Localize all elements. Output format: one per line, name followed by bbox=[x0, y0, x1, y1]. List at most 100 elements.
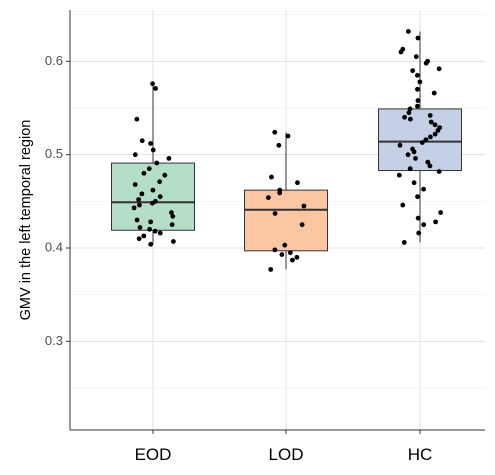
data-point bbox=[169, 222, 175, 228]
data-point bbox=[162, 172, 168, 178]
data-point bbox=[137, 225, 143, 230]
data-point bbox=[411, 180, 417, 186]
data-point bbox=[141, 233, 147, 239]
data-point bbox=[150, 81, 155, 87]
y-ticks: 0.3 0.4 0.5 0.6 bbox=[45, 53, 70, 348]
data-point bbox=[268, 267, 274, 272]
data-point bbox=[421, 222, 427, 228]
data-point bbox=[428, 119, 434, 125]
data-point bbox=[427, 163, 433, 169]
data-point bbox=[295, 180, 300, 186]
y-tick-label: 0.6 bbox=[45, 53, 63, 68]
data-point bbox=[294, 254, 300, 260]
data-point bbox=[147, 226, 153, 232]
data-point bbox=[423, 137, 429, 143]
data-point bbox=[272, 211, 278, 216]
data-point bbox=[136, 236, 142, 242]
data-point bbox=[301, 203, 307, 209]
data-point bbox=[170, 213, 176, 219]
data-point bbox=[433, 219, 439, 225]
data-point bbox=[265, 195, 271, 201]
data-point bbox=[436, 169, 442, 174]
data-point bbox=[299, 222, 305, 228]
data-point bbox=[406, 29, 411, 34]
data-point bbox=[290, 257, 295, 263]
data-point bbox=[148, 219, 154, 225]
box-hc bbox=[378, 108, 462, 172]
data-point bbox=[432, 131, 438, 137]
x-tick-label: EOD bbox=[135, 445, 172, 464]
y-axis-label: GMV in the left temporal region bbox=[18, 120, 34, 321]
data-point bbox=[436, 66, 442, 72]
data-point bbox=[401, 240, 407, 245]
data-point bbox=[415, 103, 420, 109]
data-point bbox=[407, 116, 413, 122]
data-point bbox=[402, 114, 407, 120]
data-point bbox=[427, 113, 433, 118]
box-eod bbox=[111, 162, 195, 231]
data-point bbox=[277, 190, 283, 196]
data-point bbox=[154, 160, 160, 166]
data-point bbox=[400, 202, 406, 208]
data-point bbox=[139, 138, 145, 144]
x-tick-label: LOD bbox=[269, 445, 304, 464]
data-point bbox=[282, 242, 288, 248]
data-point bbox=[166, 156, 172, 161]
data-point bbox=[272, 247, 278, 253]
data-point bbox=[279, 252, 285, 257]
data-point bbox=[157, 230, 163, 236]
data-point bbox=[415, 86, 420, 92]
data-point bbox=[407, 106, 413, 112]
data-point bbox=[272, 129, 278, 135]
jitter-points bbox=[131, 29, 444, 272]
data-point bbox=[287, 250, 293, 256]
data-point bbox=[415, 194, 420, 200]
y-tick-label: 0.3 bbox=[45, 333, 63, 348]
data-point bbox=[425, 159, 431, 165]
data-point bbox=[415, 35, 421, 41]
data-point bbox=[427, 134, 433, 140]
data-point bbox=[411, 149, 417, 155]
data-point bbox=[131, 205, 137, 211]
data-point bbox=[157, 194, 163, 200]
data-point bbox=[132, 182, 138, 187]
boxes bbox=[111, 31, 462, 270]
data-point bbox=[148, 241, 154, 247]
data-point bbox=[398, 49, 404, 55]
data-point bbox=[146, 166, 152, 172]
data-point bbox=[415, 72, 420, 78]
data-point bbox=[150, 200, 155, 206]
data-point bbox=[438, 210, 444, 215]
data-point bbox=[423, 60, 429, 66]
data-point bbox=[137, 202, 142, 208]
data-point bbox=[413, 54, 419, 60]
data-point bbox=[397, 142, 403, 148]
data-point bbox=[269, 174, 274, 180]
data-point bbox=[148, 141, 154, 146]
x-tick-label: HC bbox=[408, 445, 433, 464]
data-point bbox=[421, 186, 427, 192]
y-tick-label: 0.4 bbox=[45, 239, 63, 254]
data-point bbox=[276, 142, 282, 148]
data-point bbox=[170, 239, 176, 244]
data-point bbox=[153, 86, 158, 91]
data-point bbox=[169, 210, 174, 215]
data-point bbox=[419, 140, 425, 145]
data-point bbox=[407, 166, 413, 172]
data-point bbox=[150, 187, 156, 193]
data-point bbox=[134, 116, 140, 122]
data-point bbox=[417, 79, 423, 85]
data-point bbox=[134, 217, 140, 223]
data-point bbox=[431, 90, 437, 96]
data-point bbox=[132, 152, 138, 158]
data-point bbox=[157, 179, 163, 185]
data-point bbox=[152, 228, 158, 234]
data-point bbox=[139, 191, 145, 197]
data-point bbox=[136, 197, 142, 202]
x-ticks: EOD LOD HC bbox=[135, 430, 433, 464]
data-point bbox=[141, 170, 147, 176]
data-point bbox=[416, 230, 422, 236]
data-point bbox=[405, 152, 411, 158]
data-point bbox=[150, 147, 156, 153]
